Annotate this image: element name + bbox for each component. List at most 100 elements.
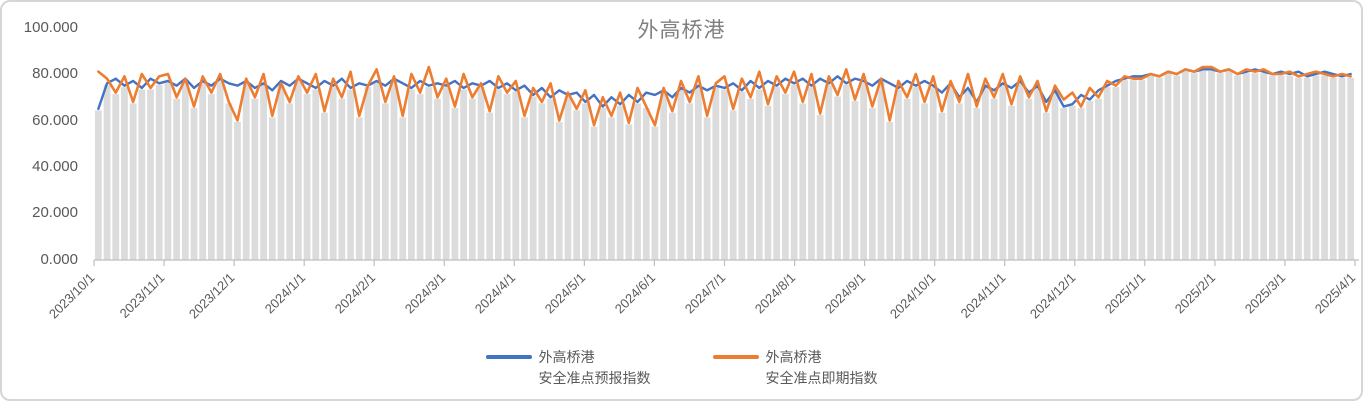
background-column xyxy=(538,103,546,261)
background-column xyxy=(347,89,354,260)
forecast-series-line-key xyxy=(485,355,532,359)
background-column xyxy=(112,94,120,260)
background-column xyxy=(164,82,172,260)
background-column xyxy=(129,103,137,261)
spot-index-line xyxy=(97,65,1352,127)
background-column xyxy=(955,103,963,261)
background-column xyxy=(651,126,659,261)
background-column xyxy=(425,87,433,261)
background-column xyxy=(912,87,920,261)
background-column xyxy=(816,115,824,261)
background-column xyxy=(990,98,998,260)
background-column xyxy=(234,122,241,260)
background-column xyxy=(773,87,781,261)
legend-label-spot-port: 外高桥港 xyxy=(765,349,822,365)
background-column xyxy=(729,110,737,261)
y-axis-label: 100.000 xyxy=(23,19,78,36)
background-column xyxy=(208,94,215,260)
background-column xyxy=(1260,73,1268,260)
background-column xyxy=(329,87,337,261)
background-column xyxy=(825,84,833,260)
background-column xyxy=(616,105,624,260)
y-axis-label: 20.000 xyxy=(32,204,78,221)
background-column xyxy=(973,108,981,260)
background-column xyxy=(982,87,989,261)
background-column xyxy=(695,87,702,261)
background-column xyxy=(1103,87,1111,261)
background-column xyxy=(529,96,537,260)
background-column xyxy=(634,103,641,261)
background-column xyxy=(642,108,650,260)
background-column xyxy=(1129,80,1137,261)
background-column xyxy=(451,108,459,260)
background-column xyxy=(781,94,789,260)
background-column xyxy=(929,87,937,261)
spot-series-line-key xyxy=(712,355,759,359)
background-column xyxy=(1034,87,1041,261)
background-column xyxy=(199,82,207,260)
background-column xyxy=(755,89,763,260)
background-column xyxy=(834,96,841,260)
background-column xyxy=(1242,73,1250,260)
background-column xyxy=(155,84,163,260)
background-column xyxy=(1060,108,1068,260)
background-column xyxy=(390,80,398,261)
background-column xyxy=(277,84,285,260)
background-column xyxy=(999,84,1007,260)
background-column xyxy=(1051,91,1059,261)
background-column xyxy=(625,124,633,260)
background-column xyxy=(338,98,346,260)
background-column xyxy=(1112,87,1120,261)
background-column xyxy=(364,87,372,261)
background-column xyxy=(503,94,511,260)
background-column xyxy=(721,89,728,260)
background-column xyxy=(1295,77,1302,260)
background-column xyxy=(512,91,520,261)
background-column xyxy=(303,94,311,260)
legend-label-forecast-port: 外高桥港 xyxy=(538,349,595,365)
background-column xyxy=(373,82,381,260)
background-column xyxy=(964,89,972,260)
chart-title: 外高桥港 xyxy=(637,19,726,42)
background-column xyxy=(677,89,685,260)
background-column xyxy=(486,112,494,260)
background-column xyxy=(790,84,798,260)
background-column xyxy=(573,110,581,261)
background-column xyxy=(312,89,320,260)
background-column xyxy=(1338,77,1346,260)
y-axis-label: 0.000 xyxy=(40,251,78,268)
background-column xyxy=(1251,73,1259,260)
background-column xyxy=(268,117,276,260)
background-column xyxy=(416,94,424,260)
background-column xyxy=(1155,77,1163,260)
background-column xyxy=(1303,77,1311,260)
background-column xyxy=(1008,105,1015,260)
background-column xyxy=(173,98,181,260)
background-column xyxy=(442,87,450,261)
background-column xyxy=(590,126,598,261)
legend-label-forecast-name: 安全准点预报指数 xyxy=(538,370,651,386)
legend: 外高桥港 安全准点预报指数 外高桥港 安全准点即期指数 xyxy=(2,347,1361,389)
background-column xyxy=(738,91,746,261)
background-column xyxy=(860,82,868,260)
y-axis-label: 40.000 xyxy=(32,158,78,175)
background-column xyxy=(181,80,189,261)
background-column xyxy=(399,117,407,260)
background-column xyxy=(260,84,267,260)
background-column xyxy=(660,91,668,261)
background-column xyxy=(886,122,894,260)
background-column xyxy=(1077,108,1085,260)
background-column xyxy=(381,103,389,261)
background-column xyxy=(321,112,328,260)
background-column xyxy=(294,80,302,261)
background-column xyxy=(686,103,694,261)
background-column xyxy=(668,112,676,260)
background-column xyxy=(938,112,946,260)
background-column xyxy=(521,117,528,260)
background-column xyxy=(225,103,233,261)
background-column xyxy=(147,89,154,260)
background-column xyxy=(468,98,476,260)
background-column xyxy=(286,103,294,261)
